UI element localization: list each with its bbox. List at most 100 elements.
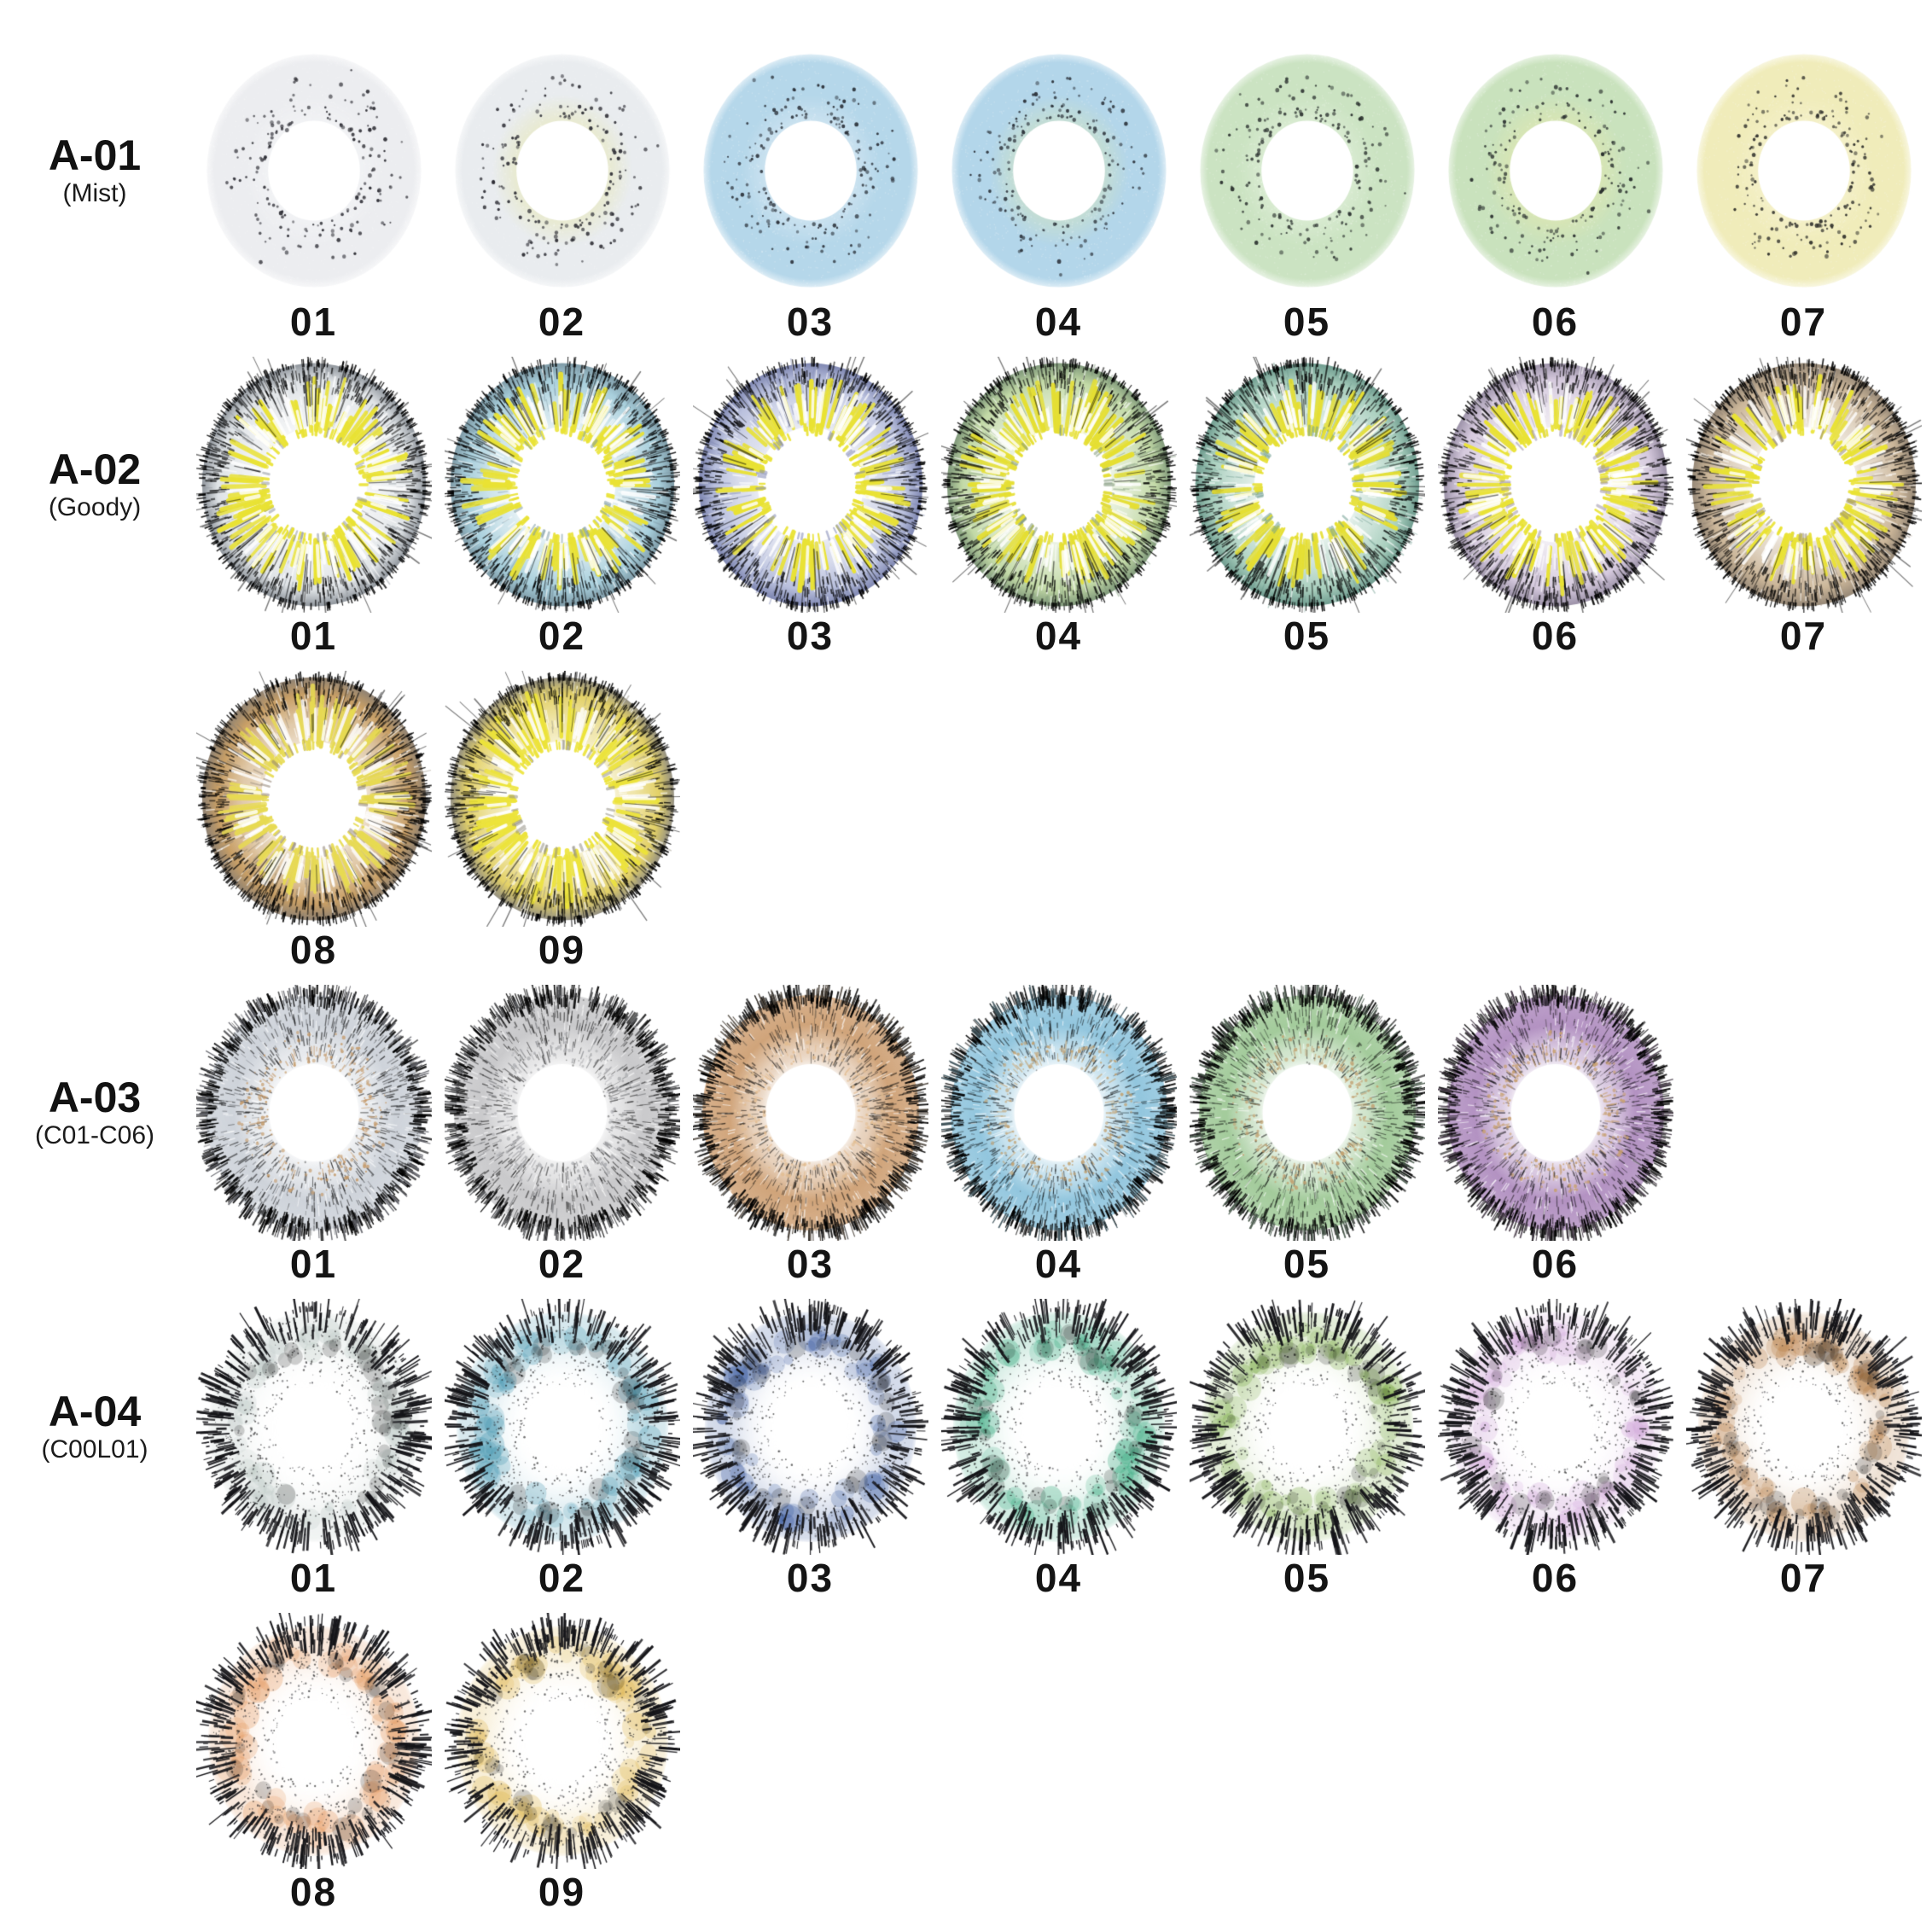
lens-item: 02 <box>438 985 686 1288</box>
lens-item: 04 <box>934 357 1183 660</box>
lens-item: 03 <box>686 43 934 346</box>
lens-number: 03 <box>786 300 835 345</box>
lens-number: 02 <box>538 1556 586 1601</box>
series-row-a-02-cont: 08 09 <box>0 666 1932 980</box>
lens-number: 04 <box>1034 1556 1083 1601</box>
lens-item: 07 <box>1679 1299 1928 1602</box>
lens-swatch <box>1437 1299 1673 1556</box>
lens-item: 05 <box>1183 985 1431 1288</box>
lens-swatch <box>692 357 928 614</box>
lens-item: 08 <box>189 1613 438 1916</box>
lens-number: 06 <box>1531 614 1580 659</box>
lens-item: 04 <box>934 43 1183 346</box>
lens-number: 02 <box>538 614 586 659</box>
lens-number: 03 <box>786 1242 835 1287</box>
lens-swatch <box>1189 43 1425 300</box>
lens-number: 04 <box>1034 614 1083 659</box>
lens-number: 03 <box>786 1556 835 1601</box>
lens-number: 08 <box>289 1870 338 1915</box>
lens-swatch <box>1437 357 1673 614</box>
lens-swatch <box>1685 43 1922 300</box>
lens-item: 06 <box>1431 357 1679 660</box>
lens-item: 09 <box>438 671 686 974</box>
lens-item: 04 <box>934 985 1183 1288</box>
lens-number: 05 <box>1283 1242 1331 1287</box>
lens-item: 05 <box>1183 357 1431 660</box>
lens-item: 03 <box>686 1299 934 1602</box>
lens-number: 06 <box>1531 1242 1580 1287</box>
series-row-a-02: A-02 (Goody) 01 02 03 04 05 06 07 <box>0 352 1932 666</box>
series-code: A-04 <box>48 1387 142 1435</box>
series-row-a-04: A-04 (C00L01) 01 02 03 04 05 06 07 <box>0 1294 1932 1608</box>
lens-number: 05 <box>1283 1556 1331 1601</box>
lens-item: 08 <box>189 671 438 974</box>
lens-item: 04 <box>934 1299 1183 1602</box>
lens-swatch <box>1685 1299 1922 1556</box>
lens-item: 02 <box>438 43 686 346</box>
lens-swatch <box>1437 43 1673 300</box>
lens-swatch <box>940 1299 1177 1556</box>
lens-number: 02 <box>538 300 586 345</box>
lens-number: 01 <box>289 614 338 659</box>
lens-number: 01 <box>289 1242 338 1287</box>
lens-item: 06 <box>1431 1299 1679 1602</box>
lens-item: 01 <box>189 1299 438 1602</box>
lens-number: 06 <box>1531 300 1580 345</box>
lens-item: 01 <box>189 43 438 346</box>
lens-swatch <box>1189 357 1425 614</box>
series-variant: (C00L01) <box>41 1435 148 1464</box>
lens-number: 01 <box>289 300 338 345</box>
lens-item: 02 <box>438 1299 686 1602</box>
lens-item: 01 <box>189 357 438 660</box>
lens-swatch <box>940 43 1177 300</box>
lens-swatch <box>195 671 432 928</box>
lens-swatch <box>692 1299 928 1556</box>
lens-swatch <box>1189 985 1425 1242</box>
series-variant: (C01-C06) <box>34 1121 155 1150</box>
lens-number: 09 <box>538 1870 586 1915</box>
lens-item: 07 <box>1679 357 1928 660</box>
lens-swatch <box>1437 985 1673 1242</box>
lens-item: 02 <box>438 357 686 660</box>
lens-swatch <box>1685 357 1922 614</box>
series-code: A-03 <box>48 1073 142 1121</box>
lens-swatch <box>692 43 928 300</box>
lens-swatch <box>195 357 432 614</box>
lens-number: 05 <box>1283 614 1331 659</box>
lens-number: 04 <box>1034 300 1083 345</box>
series-code: A-01 <box>48 131 142 179</box>
series-code: A-02 <box>48 445 142 493</box>
lens-number: 02 <box>538 1242 586 1287</box>
lens-swatch <box>195 985 432 1242</box>
lens-item: 05 <box>1183 43 1431 346</box>
lens-item: 09 <box>438 1613 686 1916</box>
lens-swatch <box>444 43 680 300</box>
lens-swatch <box>692 985 928 1242</box>
lens-item: 03 <box>686 985 934 1288</box>
series-row-a-04-cont: 08 09 <box>0 1608 1932 1922</box>
lens-item: 06 <box>1431 43 1679 346</box>
series-row-a-01: A-01 (Mist) 01 02 03 04 05 06 07 <box>0 38 1932 352</box>
lens-number: 08 <box>289 928 338 973</box>
lens-number: 07 <box>1779 614 1828 659</box>
lens-item: 03 <box>686 357 934 660</box>
lens-swatch <box>195 1613 432 1870</box>
lens-swatch <box>940 985 1177 1242</box>
lens-swatch <box>444 1299 680 1556</box>
lens-swatch <box>195 1299 432 1556</box>
series-label: A-02 (Goody) <box>0 447 189 523</box>
series-label: A-01 (Mist) <box>0 133 189 209</box>
series-row-a-03: A-03 (C01-C06) 01 02 03 04 05 06 <box>0 980 1932 1294</box>
lens-item: 07 <box>1679 43 1928 346</box>
lens-number: 04 <box>1034 1242 1083 1287</box>
lens-swatch <box>444 671 680 928</box>
lens-swatch <box>940 357 1177 614</box>
series-variant: (Goody) <box>48 493 142 522</box>
lens-number: 06 <box>1531 1556 1580 1601</box>
series-label: A-03 (C01-C06) <box>0 1075 189 1151</box>
lens-item: 06 <box>1431 985 1679 1288</box>
series-label: A-04 (C00L01) <box>0 1389 189 1465</box>
lens-number: 07 <box>1779 1556 1828 1601</box>
lens-swatch <box>195 43 432 300</box>
